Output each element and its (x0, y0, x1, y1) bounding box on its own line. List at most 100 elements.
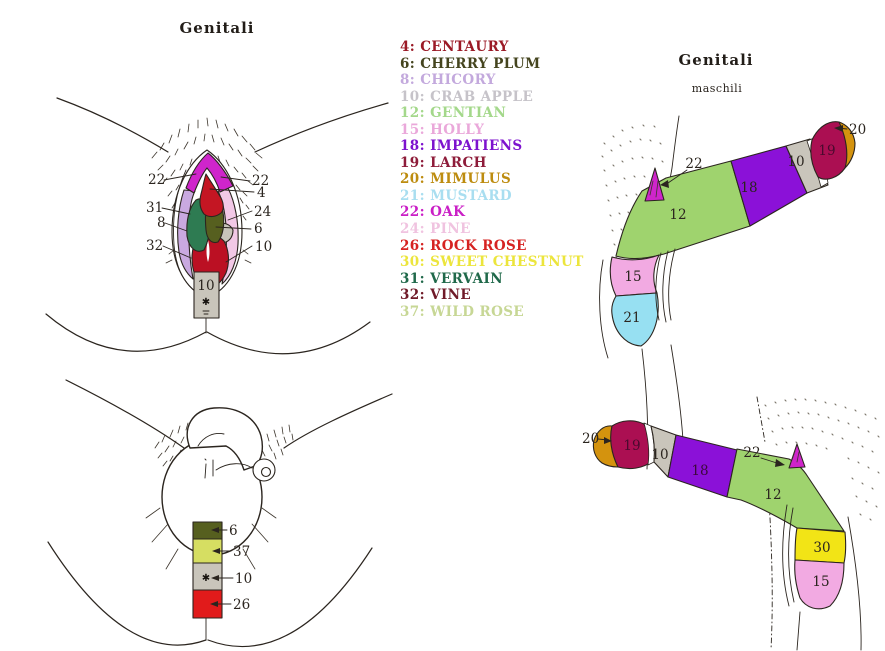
legend-item: 30: SWEET CHESTNUT (400, 254, 615, 271)
meatus-circle (260, 466, 272, 478)
oak-hatch (791, 450, 800, 463)
remedies-legend: 4: CENTAURY 6: CHERRY PLUM 8: CHICORY 10… (400, 39, 615, 320)
legend-item-label: 30: SWEET CHESTNUT (400, 254, 584, 271)
m2-label-oak: 22 (743, 445, 760, 461)
legend-item-label: 4: CENTAURY (400, 39, 509, 55)
ff-bar-crab-apple (193, 271, 220, 319)
legend-item: 18: IMPATIENS (400, 138, 615, 155)
legend-item-label: 20: MIMULUS (400, 171, 512, 188)
legend-item: 12: GENTIAN (400, 105, 615, 122)
m2-region-crab-apple (650, 425, 677, 478)
m2-region-gentian (726, 448, 845, 532)
groin-line-right (254, 102, 389, 153)
m1-region-mustard (611, 292, 659, 347)
ff-label-cherry-plum: 6 (254, 221, 263, 237)
ff-region-oak-hood (185, 152, 234, 194)
m1-region-holly (609, 254, 660, 297)
m2-label-gentian: 12 (764, 487, 781, 503)
legend-item-label: 10: CRAB APPLE (400, 88, 534, 105)
fold-curve-left (45, 313, 207, 352)
legend-item-label: 24: PINE (400, 221, 471, 238)
mf-label-wild-rose: 37 (233, 544, 250, 560)
legend-item: 4: CENTAURY (400, 39, 615, 56)
raphe-marks (204, 458, 214, 479)
panel-male-side-upper: Genitali maschili 22 20 12 18 10 19 15 2 (599, 51, 866, 470)
legend-item-label: 15: HOLLY (400, 121, 485, 138)
groin-line-right (283, 393, 393, 449)
bar-tick-marks (202, 310, 210, 315)
m2-region-oak (788, 443, 806, 469)
oak-hatch (649, 180, 659, 198)
m1-label-gentian: 12 (669, 207, 686, 223)
scrotum-hair-strokes (145, 507, 277, 570)
ff-label-oak-right: 22 (252, 173, 269, 189)
leader-cherry-plum (215, 226, 252, 230)
ff-label-vervain: 31 (146, 200, 163, 216)
m1-region-oak (644, 167, 665, 202)
legend-item: 26: ROCK ROSE (400, 238, 615, 255)
ff-label-vine: 32 (146, 238, 163, 254)
legend-item: 19: LARCH (400, 155, 615, 172)
leader-pine (227, 210, 253, 221)
groin-line-left (65, 379, 185, 449)
ff-label-crab-apple: 10 (255, 239, 272, 255)
fold-curve-right (207, 547, 373, 648)
legend-item: 21: MUSTARD (400, 188, 615, 205)
panel-title: Genitali (678, 51, 753, 69)
ff-region-centaury (199, 173, 224, 218)
legend-item-label: 26: ROCK ROSE (400, 237, 527, 254)
m1-label-larch: 19 (818, 143, 835, 159)
arrowhead (211, 527, 219, 533)
pubic-hair-stipple (764, 398, 880, 521)
m1-label-oak: 22 (685, 156, 702, 172)
leader-centaury (209, 188, 255, 193)
legend-item: 31: VERVAIN (400, 271, 615, 288)
panel-subtitle: maschili (692, 82, 742, 95)
legend-item: 6: CHERRY PLUM (400, 56, 615, 73)
vaginal-opening-slit (206, 240, 210, 262)
m1-label-holly: 15 (624, 269, 641, 285)
m1-label-impatiens: 18 (740, 180, 757, 196)
ff-label-oak-left: 22 (148, 172, 165, 188)
legend-item-label: 32: VINE (400, 287, 472, 304)
arrowhead (775, 459, 785, 467)
legend-item-label: 37: WILD ROSE (400, 303, 525, 320)
legend-item: 37: WILD ROSE (400, 304, 615, 321)
pubic-hair-right (258, 424, 294, 465)
fold-curve-left (47, 541, 207, 646)
labia-contour-line (173, 169, 197, 293)
panel-female-front: Genitali 10 ✱ (45, 19, 389, 355)
panel-male-front: ✱ 6 37 10 26 (47, 379, 393, 648)
m2-label-larch: 19 (623, 438, 640, 454)
m2-label-impatiens: 18 (691, 463, 708, 479)
m1-label-crab-apple: 10 (787, 154, 804, 170)
leader-oak-left (163, 173, 197, 181)
legend-item-label: 12: GENTIAN (400, 105, 507, 122)
arrowhead (834, 125, 843, 132)
fold-curve-right (206, 321, 371, 355)
legend-item: 8: CHICORY (400, 72, 615, 89)
arrowhead (211, 575, 219, 581)
legend-item-label: 22: OAK (400, 204, 466, 221)
leader-chicory (164, 222, 188, 232)
m1-region-crab-apple (785, 138, 829, 194)
mf-label-cherry-plum: 6 (229, 523, 238, 539)
legend-item: 10: CRAB APPLE (400, 89, 615, 106)
leader-vine (162, 245, 192, 259)
arrowhead (660, 180, 669, 188)
legend-item: 22: OAK (400, 204, 615, 221)
legend-item: 32: VINE (400, 287, 615, 304)
pubic-hair-stipple (601, 124, 664, 259)
legend-item-label: 21: MUSTARD (400, 187, 513, 204)
m2-label-crab-apple: 10 (651, 447, 668, 463)
panel-male-side-lower: 20 22 19 10 18 12 30 15 (582, 396, 880, 651)
groin-line-left (56, 97, 169, 153)
legend-item-label: 6: CHERRY PLUM (400, 55, 541, 72)
arrowhead (604, 437, 612, 444)
m1-region-gentian (615, 160, 751, 259)
shaft-fold-lines (655, 248, 676, 323)
legend-item-label: 8: CHICORY (400, 72, 496, 89)
penis-fold-lines (197, 433, 253, 471)
